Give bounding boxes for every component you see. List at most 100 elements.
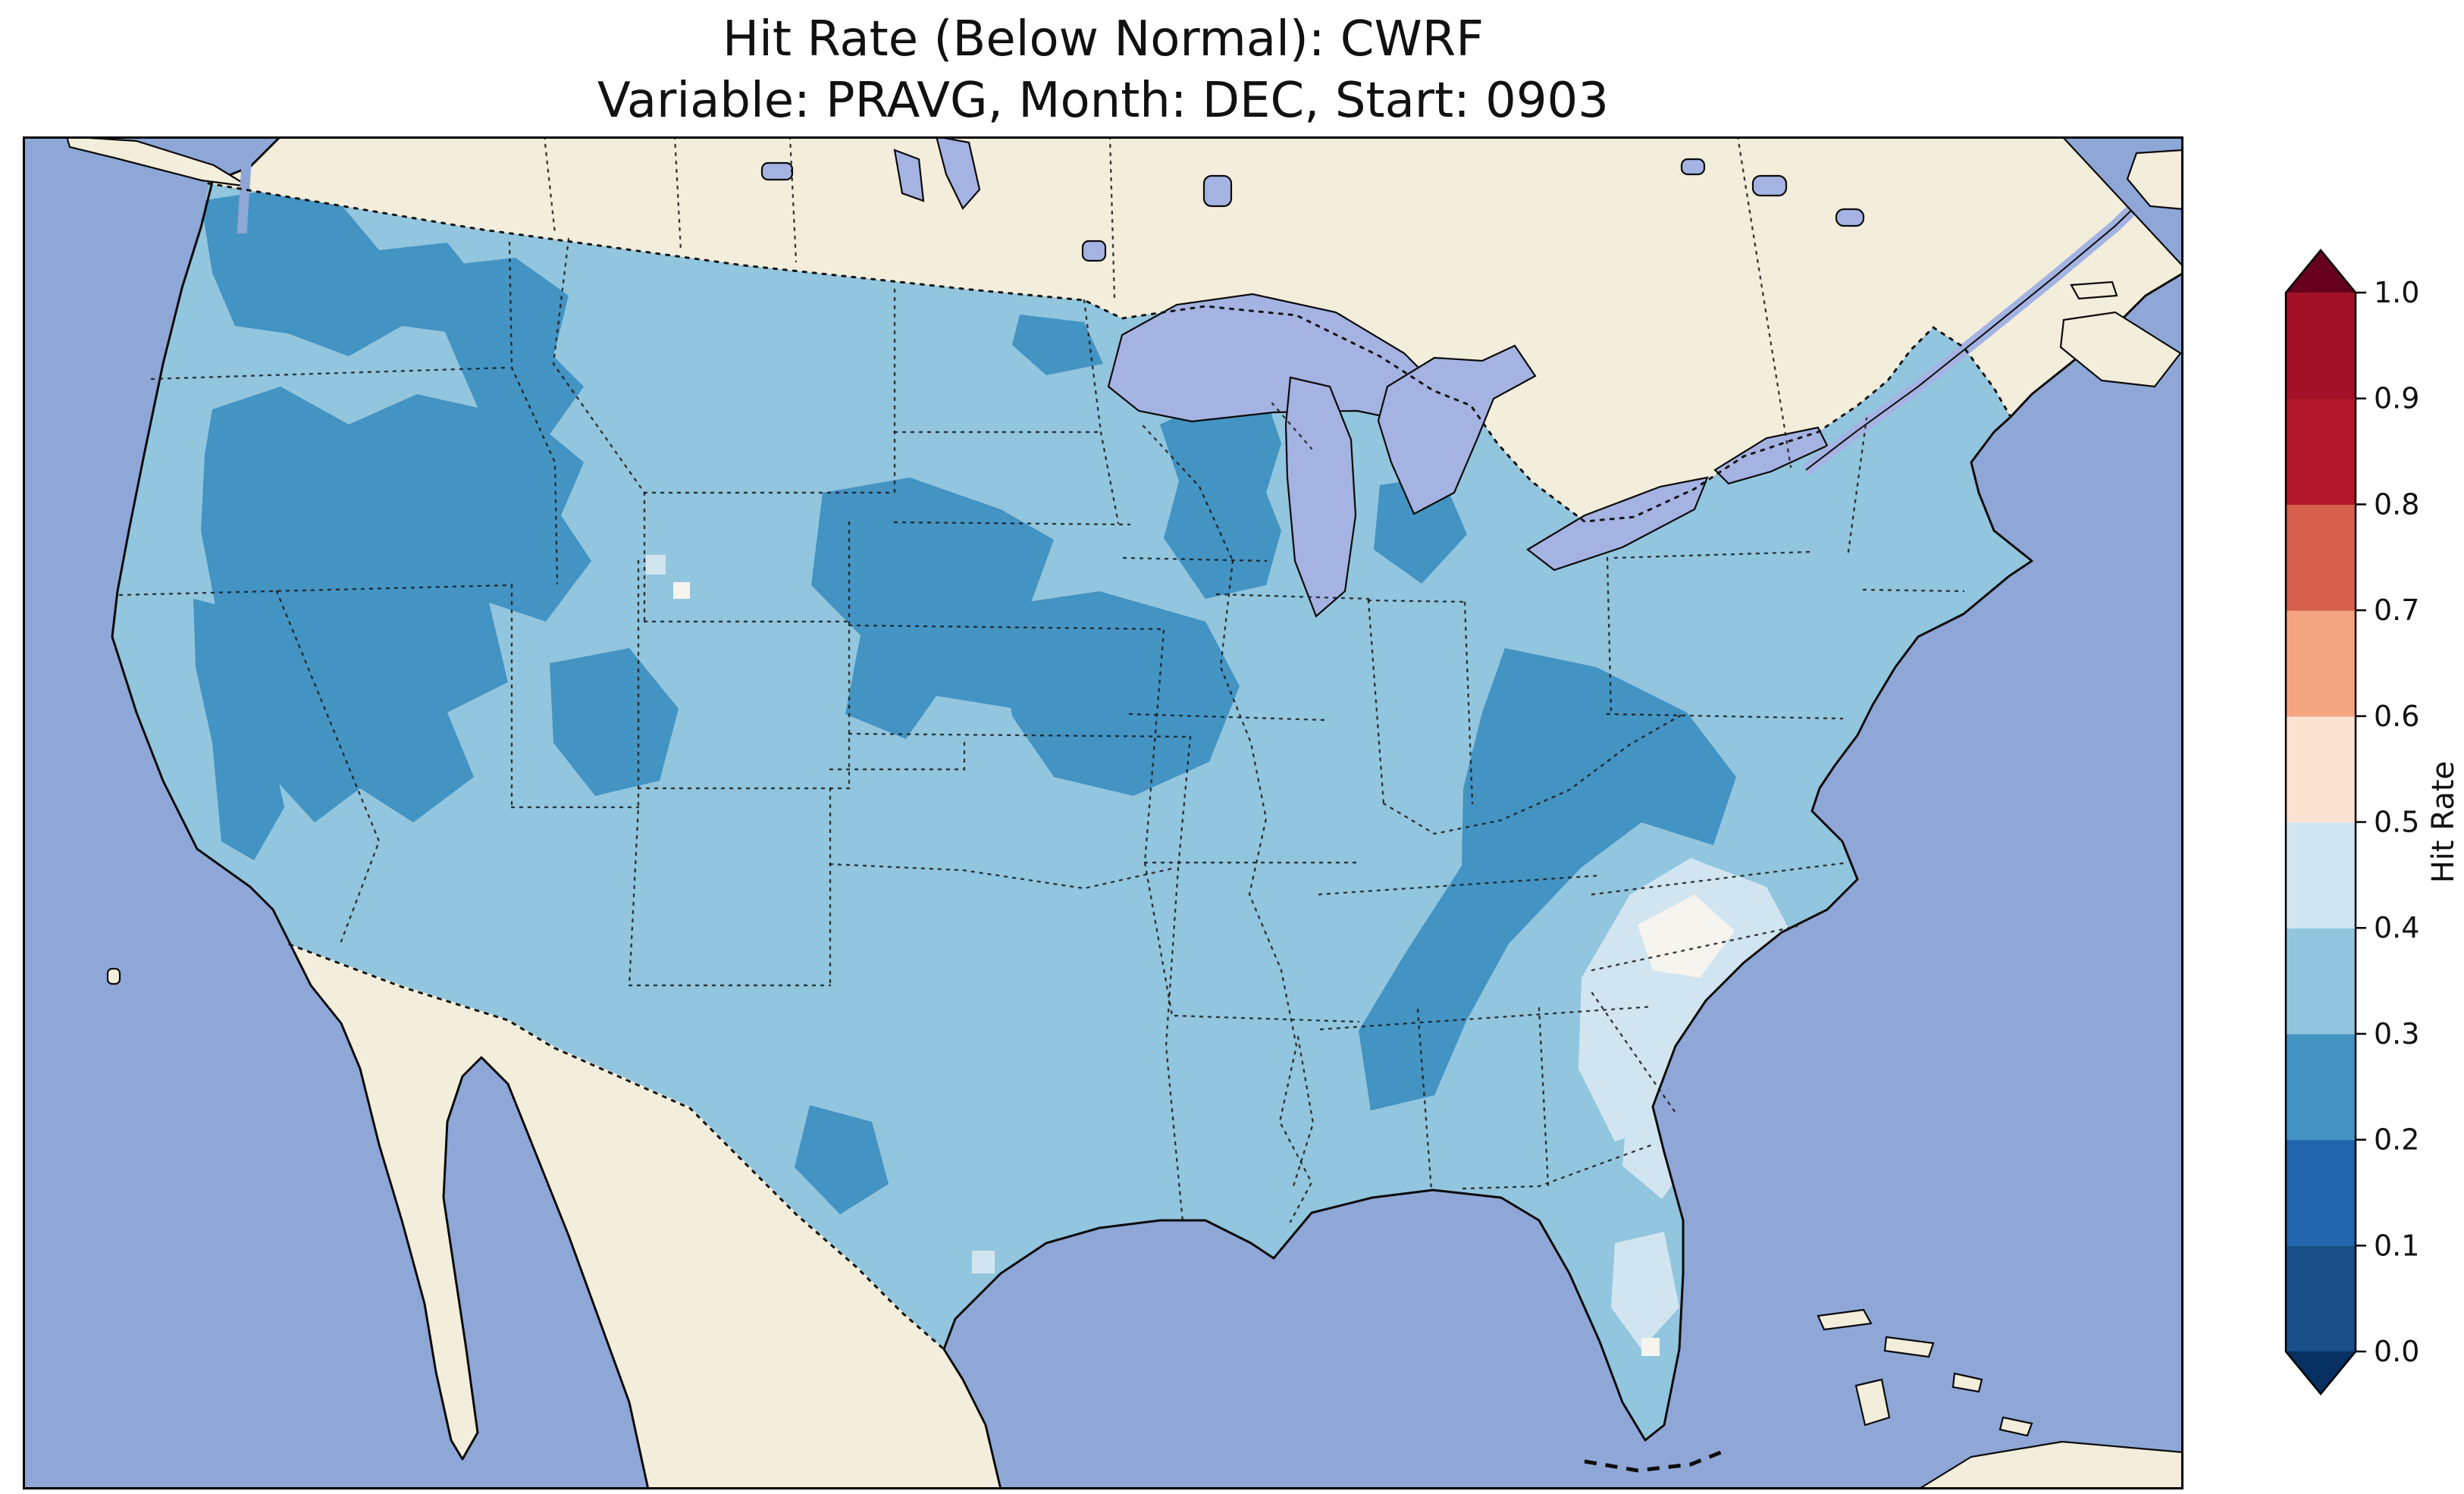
lake-erie: [1526, 476, 1709, 572]
patch-central-carolinas: [1638, 894, 1735, 978]
eleuthera-island: [1951, 1372, 1983, 1393]
colorbar-bin: [2286, 293, 2356, 399]
patch-north-minnesota: [1012, 315, 1103, 375]
abaco-island: [1883, 1336, 1935, 1358]
patch-colorado-rockies: [550, 648, 679, 796]
international-borders: [207, 136, 2012, 1351]
state-border-line: [1174, 1014, 1360, 1023]
colorbar-tick-label: 0.1: [2374, 1229, 2419, 1262]
state-border-line: [150, 366, 509, 381]
patch-south-texas: [795, 1105, 889, 1214]
state-border-line: [848, 624, 1165, 631]
colorbar-tick-label: 0.4: [2374, 911, 2419, 944]
grand-bahama: [1817, 1308, 1873, 1331]
colorbar-tick-label: 0.2: [2374, 1123, 2419, 1157]
state-border-line: [1143, 629, 1174, 1017]
state-border-line: [1591, 861, 1850, 896]
state-border-line: [1215, 593, 1370, 600]
state-border-line: [1613, 550, 1814, 559]
state-border-line: [1862, 588, 1965, 593]
lake-winnipeg: [935, 136, 981, 210]
great-lakes: [1107, 293, 1829, 618]
colorbar-tick-label: 0.8: [2374, 487, 2419, 521]
florida-keys: [1584, 1450, 1722, 1473]
title-line-1: Hit Rate (Below Normal): CWRF: [723, 11, 1484, 67]
patch-great-basin: [201, 387, 591, 822]
figure-title: Hit Rate (Below Normal): CWRF Variable: …: [23, 9, 2183, 131]
lake-of-the-woods: [1081, 240, 1107, 262]
conus-hit-rate-map: [23, 136, 2183, 1489]
state-border-line: [1083, 299, 1120, 525]
colorbar-bin: [2286, 610, 2356, 717]
state-border-line: [552, 237, 646, 494]
nova-scotia: [2059, 311, 2182, 388]
state-borders: [118, 237, 1965, 1223]
colorbar-bin: [2286, 822, 2356, 929]
state-border-line: [1319, 1005, 1654, 1031]
colorbar-extend-over: [2286, 250, 2356, 293]
patch-ohio-valley-appalachians: [1359, 648, 1736, 1110]
exuma-island: [1998, 1416, 2033, 1437]
vancouver-island: [65, 136, 249, 188]
st-lawrence-and-gulf: [1802, 136, 2183, 475]
colorbar-bin: [2286, 1139, 2356, 1246]
lake-ontario: [1713, 426, 1829, 485]
patch-cell-wyoming: [646, 555, 666, 575]
quebec-lake-1: [1751, 174, 1788, 197]
title-line-2: Variable: PRAVG, Month: DEC, Start: 0903: [597, 72, 1609, 129]
state-border-line: [275, 590, 381, 943]
colorbar-tick-label: 1.0: [2374, 276, 2419, 309]
us-canada-border: [207, 182, 2012, 523]
lake-winnipegosis: [893, 149, 925, 202]
canada-lakes: [760, 136, 1865, 262]
colorbar-bin: [2286, 398, 2356, 505]
state-border-line: [1128, 713, 1328, 722]
patch-cell-florida: [1641, 1338, 1660, 1356]
colorbar-extend-under: [2286, 1351, 2356, 1394]
andros-island: [1854, 1378, 1891, 1427]
provincial-border-mb-on: [1108, 136, 1116, 300]
state-border-line: [1462, 1143, 1654, 1190]
colorbar-tick-label: 0.7: [2374, 594, 2419, 627]
state-border-line: [1463, 601, 1474, 805]
state-border-line: [1177, 735, 1192, 869]
cuba: [1916, 1440, 2183, 1489]
colorbar-bin: [2286, 1245, 2356, 1352]
provincial-border-on-qc: [1736, 136, 1792, 468]
state-border-line: [1367, 599, 1385, 805]
quebec-lake-2: [1835, 208, 1865, 227]
patch-washington: [201, 189, 478, 356]
axes-border: [23, 136, 2183, 1489]
state-border-line: [1591, 925, 1798, 972]
colorbar-bin: [2286, 928, 2356, 1035]
caribbean-islands: [1584, 1308, 2183, 1489]
patch-sierra-nevada: [193, 599, 284, 860]
state-border-line: [1122, 556, 1268, 562]
colorbar-bin: [2286, 504, 2356, 611]
patch-iowa-illinois: [997, 591, 1240, 796]
colorbar-axis-label: Hit Rate: [2426, 761, 2461, 883]
patch-cell-nebraska: [673, 582, 690, 599]
lake-huron: [1377, 344, 1537, 515]
lake-michigan: [1284, 376, 1357, 618]
state-border-line: [1606, 713, 1844, 720]
state-border-line: [1591, 991, 1677, 1114]
colorbar-tick-label: 0.5: [2374, 806, 2419, 839]
state-border-line: [893, 521, 1131, 526]
patch-south-florida: [1611, 1232, 1679, 1349]
coastline: [111, 136, 2183, 1489]
state-border-line: [829, 735, 966, 771]
state-border-line: [1367, 599, 1466, 603]
state-border-line: [829, 863, 1177, 890]
quebec-lake-3: [1680, 158, 1706, 176]
pacific-northwest-islands: [65, 136, 253, 985]
state-border-line: [1219, 559, 1313, 1223]
state-border-line: [1382, 713, 1685, 835]
colorbar-tick-label: 0.6: [2374, 700, 2419, 733]
state-border-line: [1318, 874, 1601, 896]
state-border-line: [1271, 402, 1313, 450]
state-border-line: [1847, 417, 1868, 553]
colorbar-bin: [2286, 716, 2356, 823]
patch-lower-michigan: [1374, 476, 1467, 584]
patch-southeast-coastal-plain: [1578, 858, 1789, 1142]
